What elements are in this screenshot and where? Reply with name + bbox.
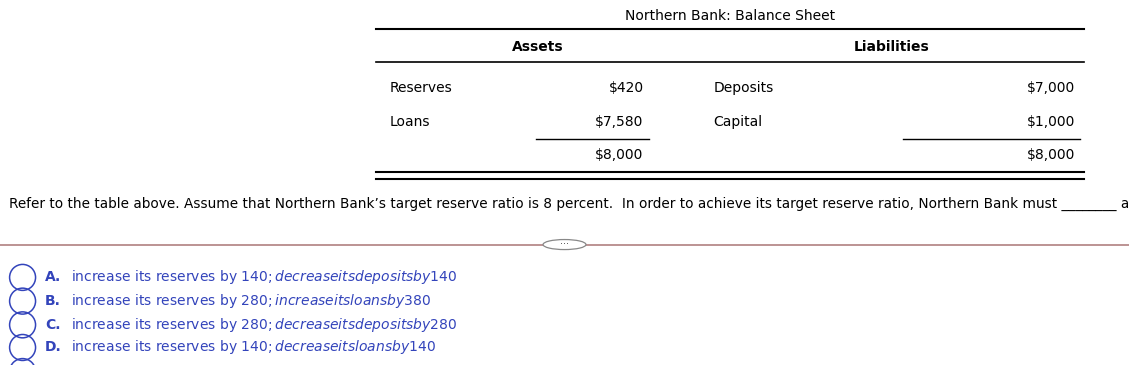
Text: increase its reserves by $280; decrease its deposits by $280: increase its reserves by $280; decrease … xyxy=(71,316,457,334)
Text: Refer to the table above. Assume that Northern Bank’s target reserve ratio is 8 : Refer to the table above. Assume that No… xyxy=(9,197,1129,211)
Text: increase its reserves by $280; increase its loans by $380: increase its reserves by $280; increase … xyxy=(71,292,431,310)
Text: B.: B. xyxy=(45,294,61,308)
Text: Loans: Loans xyxy=(390,115,430,129)
Text: D.: D. xyxy=(45,341,62,354)
Text: Capital: Capital xyxy=(714,115,763,129)
Text: ···: ··· xyxy=(560,239,569,250)
Text: $7,000: $7,000 xyxy=(1026,81,1075,95)
Text: increase its reserves by $140; decrease its deposits by $140: increase its reserves by $140; decrease … xyxy=(71,268,457,287)
Ellipse shape xyxy=(543,239,586,250)
Text: $8,000: $8,000 xyxy=(595,148,644,162)
Text: increase its reserves by $140; decrease its loans by $140: increase its reserves by $140; decrease … xyxy=(71,338,436,357)
Text: Reserves: Reserves xyxy=(390,81,453,95)
Text: $7,580: $7,580 xyxy=(595,115,644,129)
Text: $420: $420 xyxy=(609,81,644,95)
Text: Northern Bank: Balance Sheet: Northern Bank: Balance Sheet xyxy=(624,9,835,23)
Text: $1,000: $1,000 xyxy=(1026,115,1075,129)
Text: $8,000: $8,000 xyxy=(1026,148,1075,162)
Text: Deposits: Deposits xyxy=(714,81,773,95)
Text: A.: A. xyxy=(45,270,61,284)
Text: C.: C. xyxy=(45,318,61,332)
Text: Liabilities: Liabilities xyxy=(854,41,930,54)
Text: Assets: Assets xyxy=(513,41,563,54)
